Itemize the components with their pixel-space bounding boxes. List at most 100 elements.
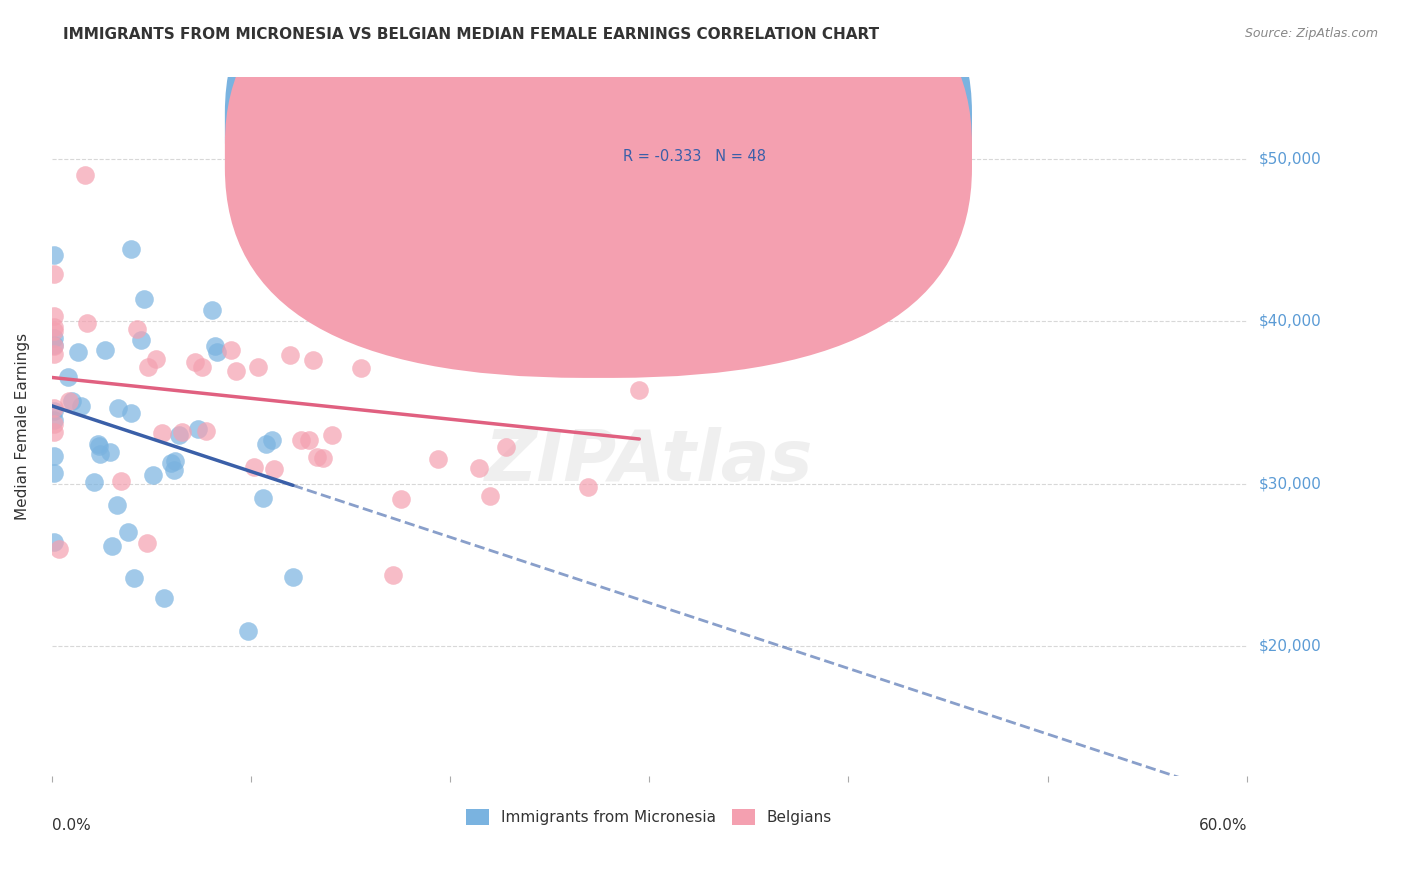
Belgians <box>48 542 70 557</box>
Belgians <box>468 328 491 343</box>
Immigrants from Micronesia <box>120 242 142 256</box>
Immigrants from Micronesia <box>58 369 80 384</box>
Immigrants from Micronesia <box>87 439 110 453</box>
Belgians <box>468 461 491 475</box>
Immigrants from Micronesia <box>70 399 93 413</box>
Immigrants from Micronesia <box>254 437 277 451</box>
Belgians <box>243 460 266 475</box>
Immigrants from Micronesia <box>42 331 65 345</box>
Belgians <box>194 424 217 438</box>
Immigrants from Micronesia <box>120 406 142 420</box>
Immigrants from Micronesia <box>89 447 111 461</box>
Immigrants from Micronesia <box>132 292 155 306</box>
Immigrants from Micronesia <box>117 525 139 540</box>
Immigrants from Micronesia <box>100 445 122 459</box>
Belgians <box>278 347 301 361</box>
Legend: Immigrants from Micronesia, Belgians: Immigrants from Micronesia, Belgians <box>460 803 838 831</box>
Immigrants from Micronesia <box>42 467 65 481</box>
Text: 0.0%: 0.0% <box>52 818 90 833</box>
Belgians <box>42 319 65 334</box>
Immigrants from Micronesia <box>42 403 65 417</box>
Text: R = -0.374   N = 42: R = -0.374 N = 42 <box>623 118 766 132</box>
Belgians <box>42 338 65 352</box>
Immigrants from Micronesia <box>107 401 129 416</box>
Text: $20,000: $20,000 <box>1258 639 1322 654</box>
FancyBboxPatch shape <box>225 0 972 346</box>
Text: $50,000: $50,000 <box>1258 151 1322 166</box>
Immigrants from Micronesia <box>42 338 65 352</box>
Immigrants from Micronesia <box>60 394 83 409</box>
Text: $40,000: $40,000 <box>1258 314 1322 328</box>
Immigrants from Micronesia <box>67 344 90 359</box>
Immigrants from Micronesia <box>165 454 187 468</box>
Immigrants from Micronesia <box>42 535 65 549</box>
Immigrants from Micronesia <box>201 303 224 318</box>
Belgians <box>152 425 174 440</box>
Immigrants from Micronesia <box>142 467 165 482</box>
Belgians <box>42 346 65 360</box>
Belgians <box>42 309 65 323</box>
Immigrants from Micronesia <box>205 344 228 359</box>
Text: $30,000: $30,000 <box>1258 476 1322 491</box>
FancyBboxPatch shape <box>225 0 972 378</box>
Immigrants from Micronesia <box>94 343 117 357</box>
Immigrants from Micronesia <box>281 569 304 583</box>
Belgians <box>568 311 591 326</box>
Belgians <box>191 359 214 374</box>
Belgians <box>302 353 325 368</box>
Belgians <box>495 440 517 454</box>
Belgians <box>389 492 412 507</box>
Belgians <box>42 267 65 281</box>
Text: ZIPAtlas: ZIPAtlas <box>485 427 814 496</box>
Immigrants from Micronesia <box>167 428 190 442</box>
Belgians <box>219 343 242 357</box>
Belgians <box>76 316 98 330</box>
Belgians <box>170 425 193 439</box>
Immigrants from Micronesia <box>87 437 110 451</box>
Belgians <box>58 394 80 409</box>
Belgians <box>127 322 149 336</box>
Belgians <box>628 383 651 397</box>
Immigrants from Micronesia <box>42 248 65 262</box>
Belgians <box>183 355 205 369</box>
Belgians <box>135 535 157 549</box>
Immigrants from Micronesia <box>236 624 259 639</box>
Immigrants from Micronesia <box>204 339 226 353</box>
Belgians <box>426 452 449 467</box>
Belgians <box>321 427 343 442</box>
Text: 60.0%: 60.0% <box>1198 818 1247 833</box>
Immigrants from Micronesia <box>187 421 209 435</box>
Belgians <box>298 433 321 447</box>
Text: R = -0.333   N = 48: R = -0.333 N = 48 <box>623 149 766 164</box>
Belgians <box>225 364 247 378</box>
Immigrants from Micronesia <box>105 499 128 513</box>
Immigrants from Micronesia <box>152 591 174 605</box>
Belgians <box>263 462 285 476</box>
Belgians <box>290 433 312 447</box>
Immigrants from Micronesia <box>260 433 283 447</box>
Belgians <box>371 264 394 278</box>
Belgians <box>305 450 328 465</box>
Y-axis label: Median Female Earnings: Median Female Earnings <box>15 334 30 520</box>
Belgians <box>110 474 132 488</box>
Belgians <box>437 270 460 285</box>
Belgians <box>247 359 270 374</box>
Belgians <box>42 425 65 440</box>
Immigrants from Micronesia <box>160 456 183 470</box>
Text: IMMIGRANTS FROM MICRONESIA VS BELGIAN MEDIAN FEMALE EARNINGS CORRELATION CHART: IMMIGRANTS FROM MICRONESIA VS BELGIAN ME… <box>63 27 879 42</box>
Immigrants from Micronesia <box>122 571 145 585</box>
Belgians <box>312 450 335 465</box>
Text: Source: ZipAtlas.com: Source: ZipAtlas.com <box>1244 27 1378 40</box>
Immigrants from Micronesia <box>83 475 105 489</box>
Immigrants from Micronesia <box>101 539 124 553</box>
Belgians <box>42 417 65 431</box>
Immigrants from Micronesia <box>129 333 152 347</box>
Immigrants from Micronesia <box>42 449 65 463</box>
FancyBboxPatch shape <box>554 88 865 186</box>
Belgians <box>381 567 404 582</box>
Belgians <box>42 401 65 415</box>
Belgians <box>576 479 599 493</box>
Immigrants from Micronesia <box>252 491 274 506</box>
Belgians <box>145 352 167 367</box>
Belgians <box>478 489 501 503</box>
